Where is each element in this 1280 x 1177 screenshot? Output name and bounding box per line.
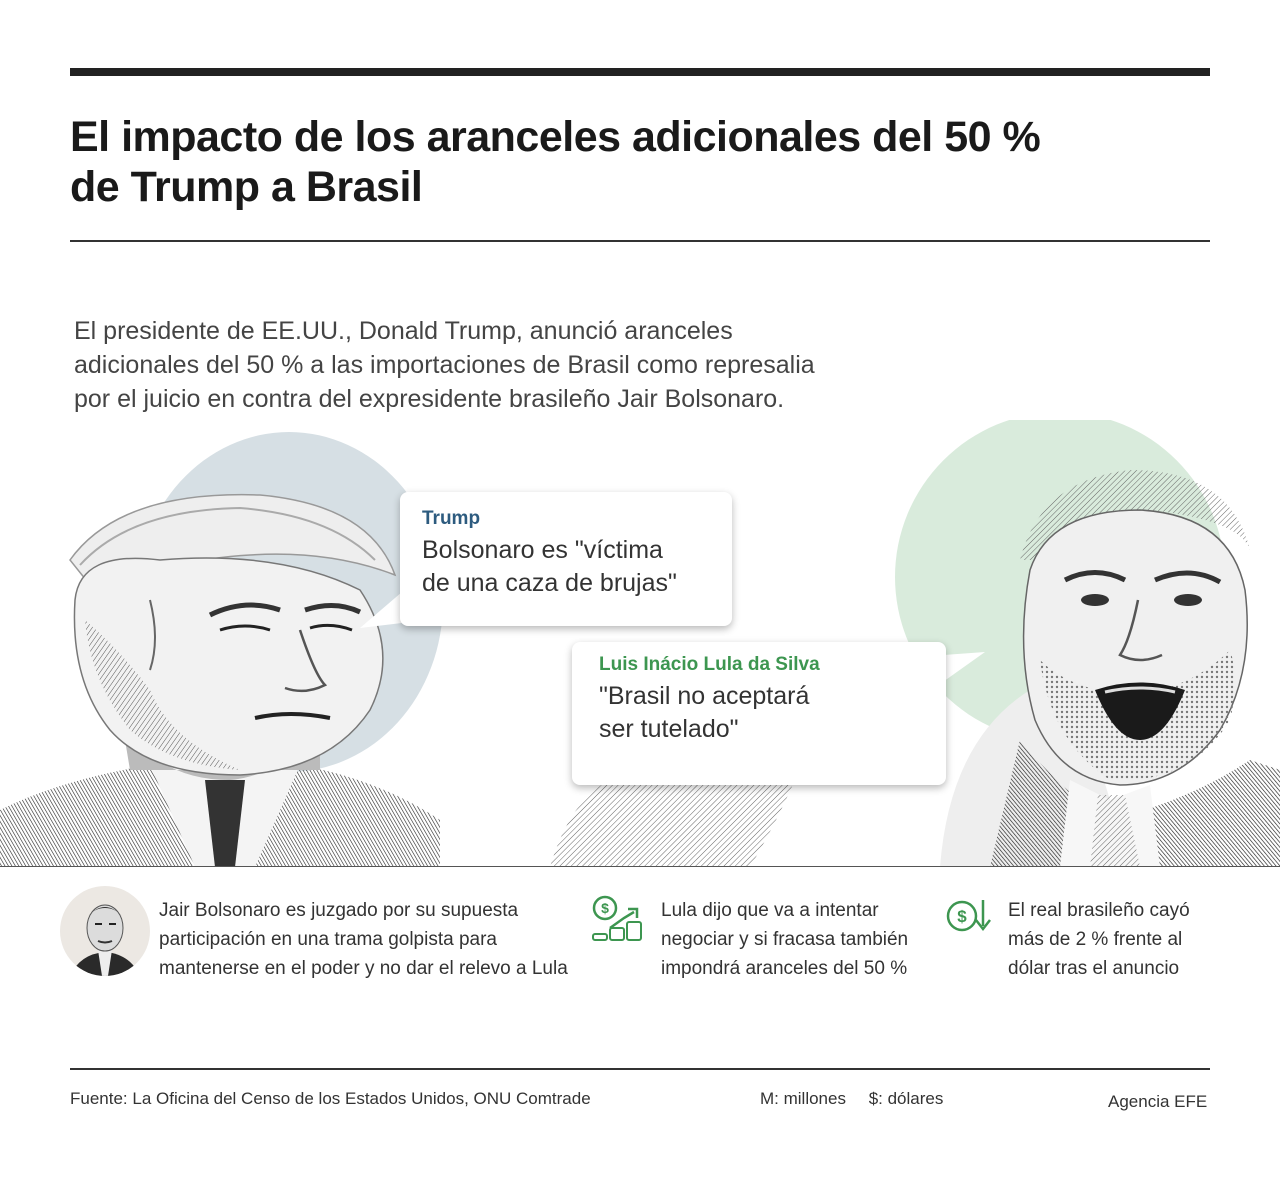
- page-title: El impacto de los aranceles adicionales …: [70, 112, 1210, 212]
- footer-agency: Agencia EFE: [1108, 1092, 1208, 1111]
- lula-quote-line-1: "Brasil no aceptará: [599, 682, 810, 710]
- title-line-2: de Trump a Brasil: [70, 163, 423, 211]
- fact-3-line-2: más de 2 % frente al: [1008, 929, 1183, 950]
- money-growth-icon: $: [592, 895, 642, 941]
- footer-units: M: millones $: dólares: [760, 1089, 961, 1109]
- lula-quote-text: "Brasil no aceptará ser tutelado": [599, 680, 820, 746]
- lula-portrait: [550, 470, 1280, 867]
- facts-row: Jair Bolsonaro es juzgado por su supuest…: [0, 886, 1280, 1010]
- title-divider: [70, 240, 1210, 242]
- fact-lula-negotiation-text: Lula dijo que va a intentar negociar y s…: [661, 896, 908, 983]
- fact-3-line-1: El real brasileño cayó: [1008, 900, 1190, 921]
- hero-illustration: [0, 420, 1280, 867]
- unit-dollars: $: dólares: [868, 1089, 944, 1108]
- intro-paragraph: El presidente de EE.UU., Donald Trump, a…: [74, 314, 954, 416]
- fact-real-drop-text: El real brasileño cayó más de 2 % frente…: [1008, 896, 1190, 983]
- lula-speaker-label: Luis Inácio Lula da Silva: [599, 654, 820, 675]
- fact-2-line-1: Lula dijo que va a intentar: [661, 900, 879, 921]
- trump-quote-bubble: Trump Bolsonaro es "víctima de una caza …: [400, 492, 732, 626]
- hero-baseline: [0, 866, 1280, 867]
- fact-1-line-3: mantenerse en el poder y no dar el relev…: [159, 958, 568, 979]
- intro-line-1: El presidente de EE.UU., Donald Trump, a…: [74, 317, 733, 345]
- currency-down-icon: $: [946, 900, 991, 932]
- trump-quote-line-2: de una caza de brujas": [422, 569, 677, 597]
- svg-text:$: $: [957, 907, 967, 926]
- trump-speaker-label: Trump: [422, 508, 481, 529]
- unit-millions: M: millones: [760, 1089, 846, 1108]
- fact-1-line-2: participación en una trama golpista para: [159, 929, 497, 950]
- footer-source: Fuente: La Oficina del Censo de los Esta…: [70, 1089, 591, 1108]
- bolsonaro-portrait-icon: [60, 886, 150, 976]
- svg-text:$: $: [601, 900, 609, 916]
- trump-quote-line-1: Bolsonaro es "víctima: [422, 536, 663, 564]
- lula-quote-bubble: Luis Inácio Lula da Silva "Brasil no ace…: [572, 642, 946, 785]
- trump-quote-text: Bolsonaro es "víctima de una caza de bru…: [422, 534, 677, 600]
- lula-quote-line-2: ser tutelado": [599, 715, 739, 743]
- intro-line-3: por el juicio en contra del expresidente…: [74, 385, 785, 413]
- fact-bolsonaro-text: Jair Bolsonaro es juzgado por su supuest…: [159, 896, 568, 983]
- trump-bubble-tail: [360, 592, 410, 628]
- footer-divider: [70, 1068, 1210, 1070]
- title-line-1: El impacto de los aranceles adicionales …: [70, 113, 1041, 161]
- top-rule: [70, 68, 1210, 76]
- fact-2-line-3: impondrá aranceles del 50 %: [661, 958, 908, 979]
- fact-1-line-1: Jair Bolsonaro es juzgado por su supuest…: [159, 900, 519, 921]
- intro-line-2: adicionales del 50 % a las importaciones…: [74, 351, 815, 379]
- trump-portrait: [0, 493, 440, 867]
- fact-3-line-3: dólar tras el anuncio: [1008, 958, 1180, 979]
- fact-2-line-2: negociar y si fracasa también: [661, 929, 909, 950]
